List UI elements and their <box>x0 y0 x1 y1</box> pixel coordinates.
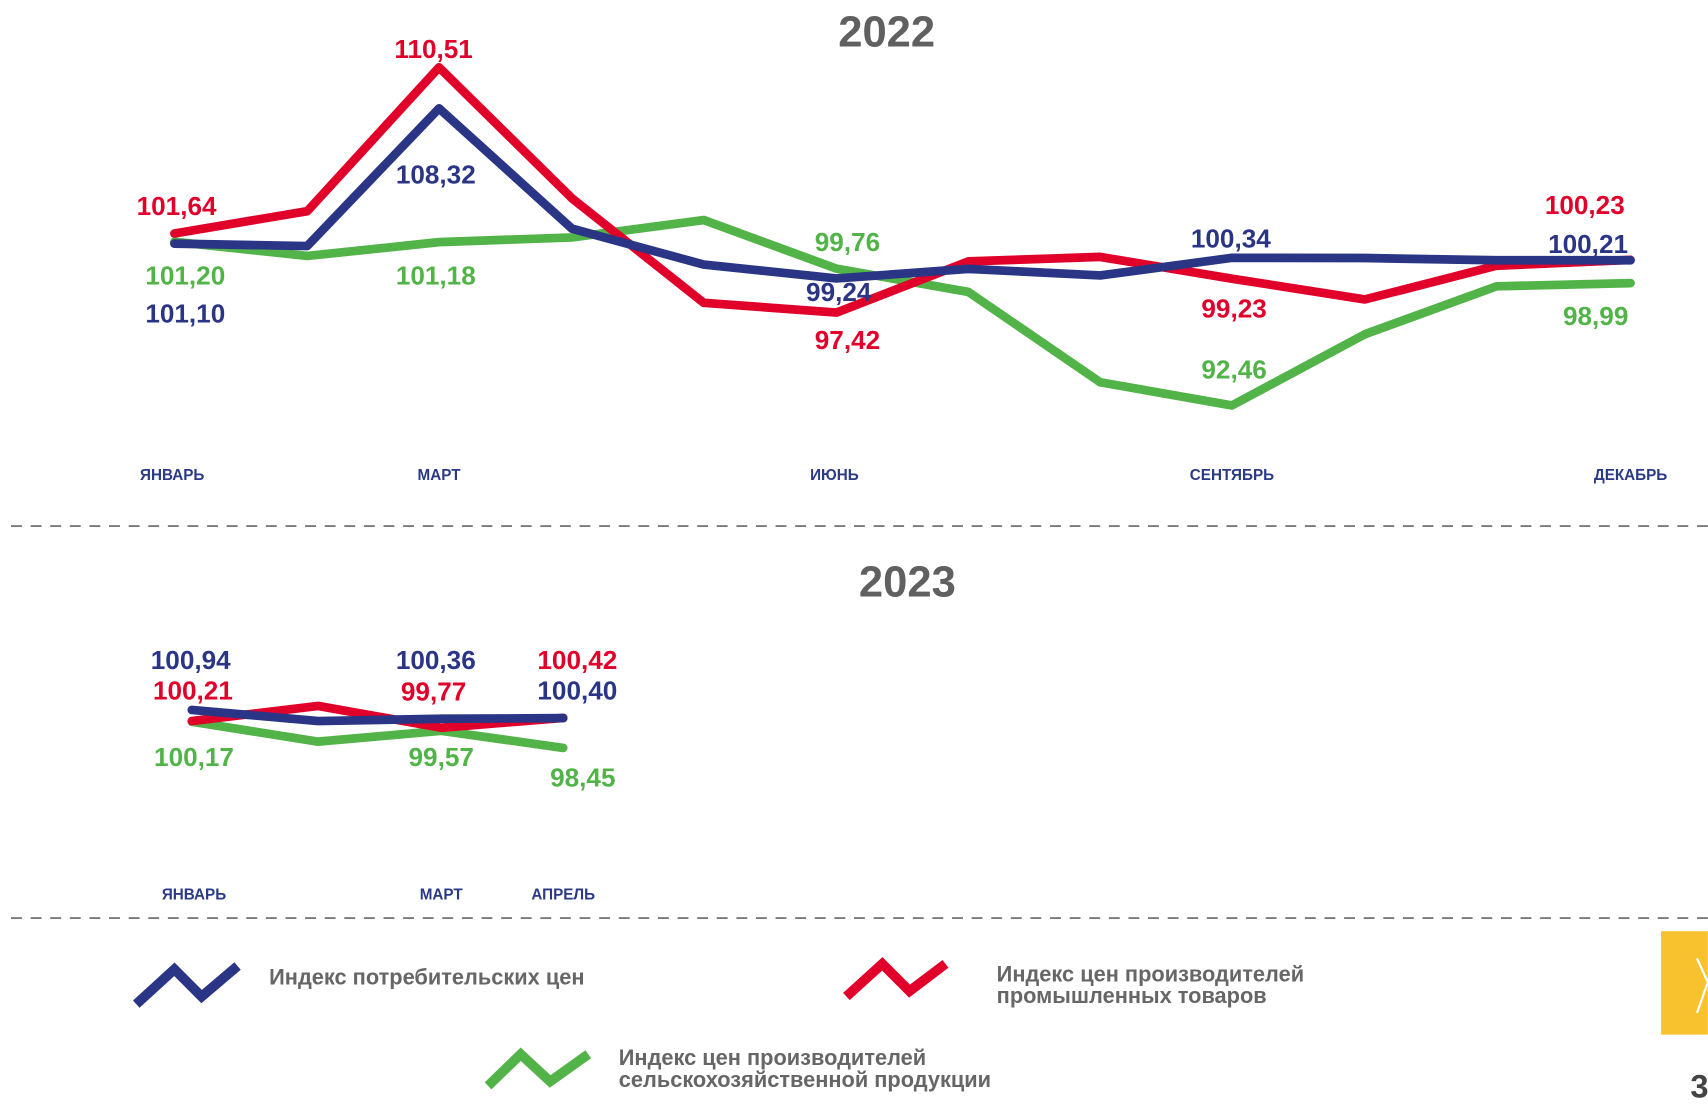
data-label: 99,24 <box>806 277 872 307</box>
legend-item: Индекс цен производителей промышленных т… <box>996 963 1305 1009</box>
x-tick-label: МАРТ <box>418 467 462 484</box>
legend-text: Индекс цен производителей сельскохозяйст… <box>618 1047 992 1093</box>
chart-title: 2023 <box>859 558 956 606</box>
data-label: 100,21 <box>1548 229 1628 259</box>
legend-item: Индекс потребительских цен <box>269 967 585 990</box>
x-tick-label: АПРЕЛЬ <box>531 886 595 903</box>
data-label: 99,23 <box>1201 293 1266 323</box>
data-label: 100,23 <box>1545 190 1625 220</box>
data-label: 101,64 <box>137 191 217 221</box>
chart-title: 2022 <box>838 8 935 56</box>
data-label: 100,34 <box>1191 224 1271 254</box>
nav-box[interactable] <box>1661 931 1708 1035</box>
data-label: 101,10 <box>145 299 225 329</box>
x-tick-label: ЯНВАРЬ <box>162 886 226 903</box>
data-label: 100,42 <box>537 645 617 675</box>
data-label: 101,20 <box>145 261 225 291</box>
x-tick-label: ДЕКАБРЬ <box>1594 467 1667 484</box>
series-line <box>187 705 568 726</box>
data-label: 110,51 <box>394 34 472 64</box>
series-line <box>170 104 1635 283</box>
series-line <box>170 62 1635 317</box>
legend-text: Индекс потребительских цен <box>269 967 585 990</box>
data-label: 92,46 <box>1201 354 1266 384</box>
data-label: 101,18 <box>396 261 476 291</box>
data-label: 108,32 <box>396 159 476 189</box>
x-tick-label: МАРТ <box>420 886 464 903</box>
series-line <box>170 215 1635 410</box>
data-label: 99,77 <box>401 677 466 707</box>
legend-icon <box>843 957 949 1001</box>
x-tick-label: ИЮНЬ <box>810 467 859 484</box>
data-label: 99,76 <box>815 227 880 257</box>
data-label: 98,99 <box>1563 301 1628 331</box>
data-label: 97,42 <box>815 325 880 355</box>
legend-text: Индекс цен производителей промышленных т… <box>996 963 1305 1009</box>
data-label: 98,45 <box>550 763 615 793</box>
data-label: 100,40 <box>537 676 617 706</box>
legend-item: Индекс цен производителей сельскохозяйст… <box>618 1047 992 1093</box>
x-tick-label: ЯНВАРЬ <box>140 467 204 484</box>
legend-icon <box>484 1047 592 1090</box>
data-label: 100,17 <box>154 742 234 772</box>
page-number: 3 <box>1690 1068 1708 1100</box>
data-label: 99,57 <box>409 742 474 772</box>
data-label: 100,21 <box>153 676 233 706</box>
data-label: 100,94 <box>151 645 231 675</box>
legend-icon <box>132 962 241 1008</box>
x-tick-label: СЕНТЯБРЬ <box>1190 467 1274 484</box>
series-line <box>187 717 568 753</box>
data-label: 100,36 <box>396 645 476 675</box>
